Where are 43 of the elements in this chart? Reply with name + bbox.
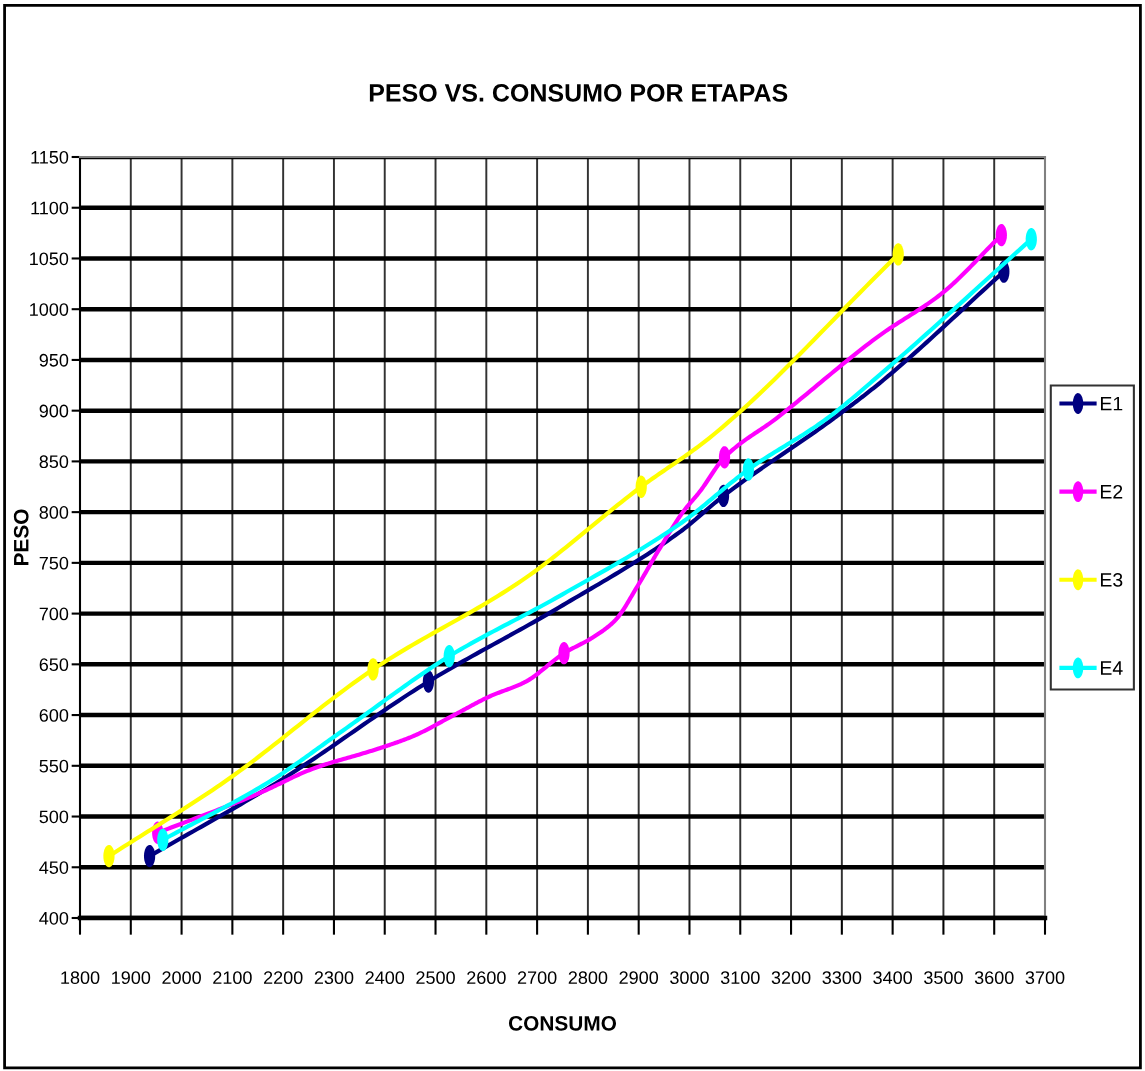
y-tick-label: 750: [39, 556, 69, 570]
x-tick-label: 2200: [263, 971, 303, 985]
y-tick-label: 700: [39, 607, 69, 621]
x-tick-label: 2600: [467, 971, 506, 985]
x-tick-label: 2300: [314, 971, 354, 985]
x-tick-label: 3400: [873, 971, 913, 985]
x-tick-label: 1800: [61, 971, 100, 985]
x-tick-label: 2400: [365, 971, 405, 985]
x-tick-label: 3300: [822, 971, 862, 985]
legend-label: E2: [1101, 484, 1123, 499]
x-tick-label: 3200: [771, 971, 811, 985]
y-tick-label: 650: [39, 658, 69, 672]
y-tick-label: 1050: [30, 252, 69, 266]
x-tick-label: 2700: [517, 971, 557, 985]
y-tick-label: 400: [39, 911, 69, 925]
legend-label: E1: [1101, 396, 1123, 411]
y-tick-label: 550: [39, 759, 69, 773]
x-tick-label: 3000: [670, 971, 709, 985]
y-tick-label: 1100: [31, 201, 69, 215]
x-axis-title: CONSUMO: [508, 1015, 617, 1031]
y-tick-label: 1000: [30, 303, 69, 316]
y-tick-label: 450: [39, 861, 69, 874]
x-tick-label: 3700: [1025, 971, 1065, 985]
legend-label: E4: [1101, 661, 1123, 675]
x-tick-label: 3500: [924, 971, 963, 985]
y-tick-label: 500: [39, 810, 69, 824]
x-tick-label: 1900: [112, 971, 151, 985]
y-tick-label: 600: [39, 709, 69, 722]
x-tick-label: 3100: [720, 971, 760, 985]
y-axis-title: PESO: [13, 509, 29, 566]
x-tick-label: 3600: [974, 971, 1014, 985]
y-tick-label: 950: [39, 353, 69, 367]
y-tick-label: 1150: [31, 150, 69, 164]
chart-title: PESO VS. CONSUMO POR ETAPAS: [369, 84, 788, 102]
x-tick-label: 2000: [162, 971, 201, 985]
y-tick-label: 900: [39, 404, 69, 418]
y-tick-label: 850: [39, 455, 69, 469]
y-tick-label: 800: [39, 506, 69, 519]
x-tick-label: 2800: [568, 971, 608, 985]
x-tick-label: 2500: [416, 971, 455, 985]
legend-label: E3: [1101, 573, 1123, 587]
x-tick-label: 2900: [619, 971, 659, 985]
x-tick-label: 2100: [213, 971, 252, 985]
